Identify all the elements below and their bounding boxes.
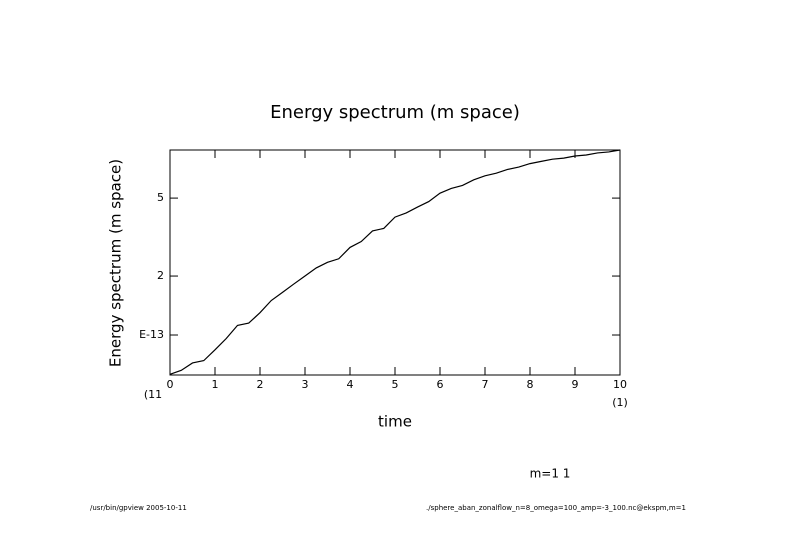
y-tick-label: 2 bbox=[157, 269, 164, 282]
y-tick-label: 5 bbox=[157, 191, 164, 204]
y-axis-label: Energy spectrum (m space) bbox=[107, 159, 125, 367]
footer-left: /usr/bin/gpview 2005-10-11 bbox=[90, 504, 187, 512]
x-tick-label: 8 bbox=[527, 378, 534, 391]
footer-right: ./sphere_aban_zonalflow_n=8_omega=100_am… bbox=[426, 504, 686, 512]
y-unit-label: (11 bbox=[144, 388, 162, 401]
x-tick-label: 5 bbox=[392, 378, 399, 391]
y-tick-label: E-13 bbox=[139, 328, 164, 341]
x-tick-label: 9 bbox=[572, 378, 579, 391]
x-tick-label: 10 bbox=[613, 378, 627, 391]
annotation: m=1 1 bbox=[530, 467, 571, 481]
x-tick-label: 4 bbox=[347, 378, 354, 391]
x-tick-label: 1 bbox=[212, 378, 219, 391]
chart-title: Energy spectrum (m space) bbox=[270, 102, 520, 123]
x-axis-label: time bbox=[378, 413, 412, 431]
x-unit-label: (1) bbox=[612, 396, 628, 409]
x-tick-label: 3 bbox=[302, 378, 309, 391]
x-tick-label: 0 bbox=[167, 378, 174, 391]
plot-frame bbox=[169, 149, 621, 376]
x-tick-label: 7 bbox=[482, 378, 489, 391]
x-tick-label: 6 bbox=[437, 378, 444, 391]
x-tick-label: 2 bbox=[257, 378, 264, 391]
data-line bbox=[169, 149, 621, 375]
